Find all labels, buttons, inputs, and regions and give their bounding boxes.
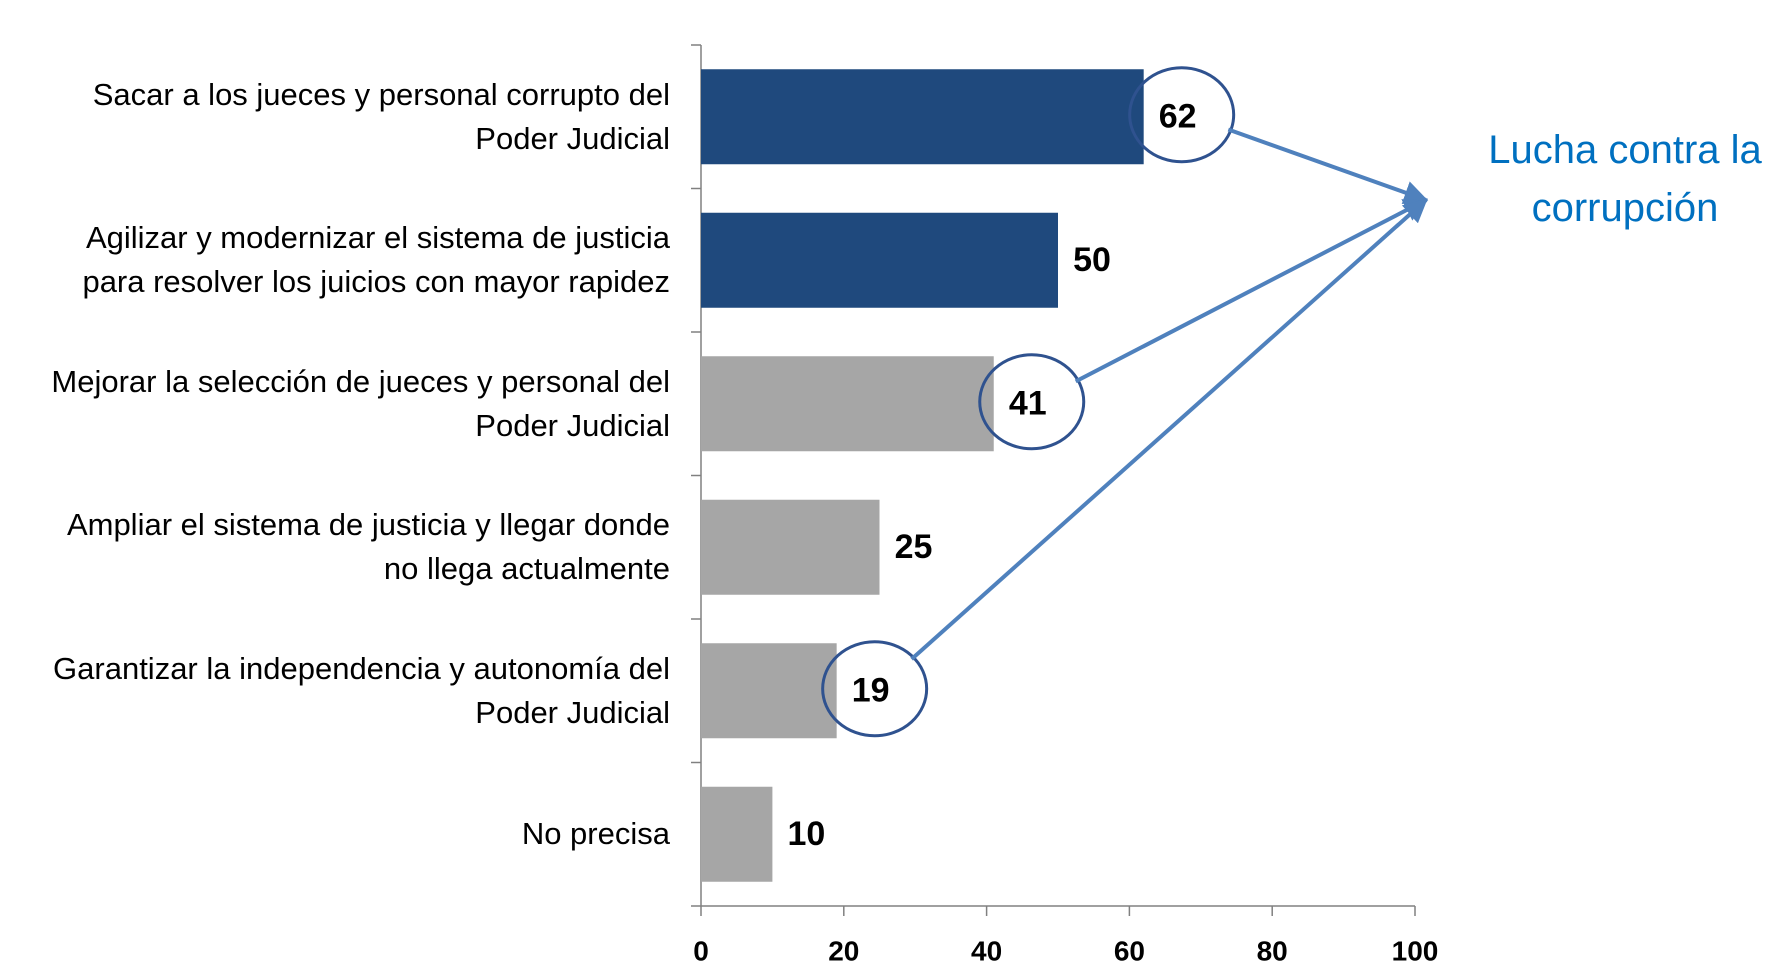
bar [701,212,1058,308]
x-tick-label: 20 [828,935,859,966]
value-label: 62 [1159,98,1197,136]
arrow [1074,198,1429,384]
category-label: Agilizar y modernizar el sistema de just… [82,220,670,300]
bar [701,786,773,882]
value-label: 50 [1073,241,1111,279]
annotation: Lucha contra la corrupción [1488,128,1762,230]
highlight-circle [1128,66,1236,164]
category-label: Sacar a los jueces y personal corrupto d… [92,76,670,156]
arrow [910,198,1428,661]
bar [701,499,880,595]
bar [701,643,837,739]
highlight-circle [821,640,929,738]
x-tick-label: 100 [1392,935,1439,966]
value-label: 41 [1009,385,1047,423]
value-label: 19 [852,672,890,710]
x-tick-label: 0 [693,935,709,966]
x-tick-label: 40 [971,935,1002,966]
value-label: 10 [787,815,825,853]
x-tick-label: 80 [1257,935,1288,966]
category-label: No precisa [521,816,670,852]
category-label: Mejorar la selección de jueces y persona… [51,363,670,443]
bar [701,69,1144,165]
x-tick-label: 60 [1114,935,1145,966]
category-label: Ampliar el sistema de justicia y llegar … [66,507,670,587]
category-label: Garantizar la independencia y autonomía … [53,650,670,730]
highlight-circle [978,353,1086,451]
bar [701,356,994,452]
arrow [1227,127,1429,205]
value-label: 25 [895,528,933,566]
